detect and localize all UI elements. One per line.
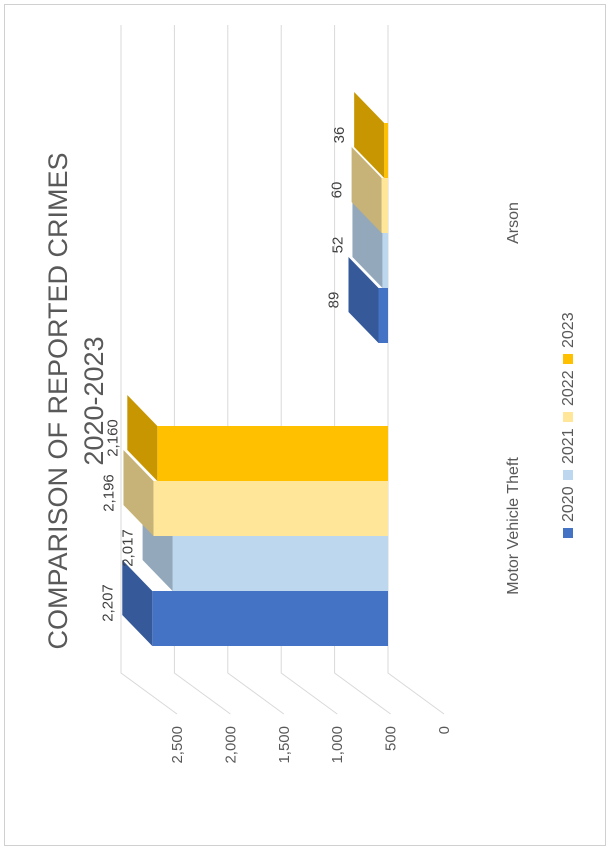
- data-label: 60: [329, 182, 346, 199]
- bar-top: [123, 450, 154, 536]
- chart-subtitle: 2020-2023: [79, 336, 109, 465]
- chart-title: COMPARISON OF REPORTED CRIMES: [43, 152, 73, 649]
- gridline: [227, 25, 285, 715]
- bar-top: [351, 147, 382, 233]
- bar-top: [352, 202, 383, 288]
- legend: 2020 2021 2022 2023: [560, 312, 577, 538]
- data-label: 2,196: [100, 474, 117, 512]
- data-label: 2,160: [104, 419, 121, 457]
- category-labels: Motor Vehicle Theft Arson: [505, 202, 522, 595]
- y-tick-label: 2,500: [169, 726, 186, 764]
- data-label: 2,207: [99, 584, 116, 622]
- legend-swatch-2022: [563, 412, 573, 422]
- bar-top: [348, 257, 379, 343]
- data-label: 89: [325, 292, 342, 309]
- gridline: [120, 25, 178, 715]
- legend-swatch-2023: [563, 354, 573, 364]
- gridline: [280, 25, 338, 715]
- category-label: Motor Vehicle Theft: [505, 457, 522, 595]
- bar-2022-0: [153, 481, 388, 536]
- y-tick-label: 0: [436, 726, 453, 734]
- legend-swatch-2020: [563, 528, 573, 538]
- bar-2023-1: [384, 123, 389, 178]
- chart-frame: [4, 4, 606, 846]
- bar-2023-0: [157, 426, 388, 481]
- gridline: [334, 25, 391, 715]
- category-label: Arson: [505, 202, 522, 244]
- bar-2022-1: [381, 178, 389, 233]
- bar-2021-1: [382, 233, 389, 288]
- data-label: 2,017: [120, 529, 137, 567]
- legend-label: 2021: [560, 428, 577, 464]
- bar-top: [122, 560, 153, 646]
- bar-2021-0: [172, 536, 388, 591]
- bar-top: [127, 395, 158, 481]
- data-labels: 2,207 89 2,017 52 2,196 60 2,160 36: [99, 127, 348, 622]
- legend-label: 2020: [560, 486, 577, 522]
- data-label: 36: [331, 127, 348, 144]
- y-tick-label: 500: [383, 726, 400, 751]
- y-tick-label: 1,500: [276, 726, 293, 764]
- bar-2020-1: [378, 288, 389, 343]
- y-tick-label: 2,000: [222, 726, 239, 764]
- data-label: 52: [329, 237, 346, 254]
- legend-swatch-2021: [563, 470, 573, 480]
- legend-label: 2022: [560, 370, 577, 406]
- y-axis-ticks: 0 500 1,000 1,500 2,000 2,500: [169, 726, 453, 764]
- bar-2020-0: [152, 591, 388, 646]
- bars: [122, 92, 389, 646]
- bar-top: [354, 92, 385, 178]
- y-tick-label: 1,000: [329, 726, 346, 764]
- gridline: [387, 25, 445, 715]
- legend-label: 2023: [560, 312, 577, 348]
- gridline: [173, 25, 231, 715]
